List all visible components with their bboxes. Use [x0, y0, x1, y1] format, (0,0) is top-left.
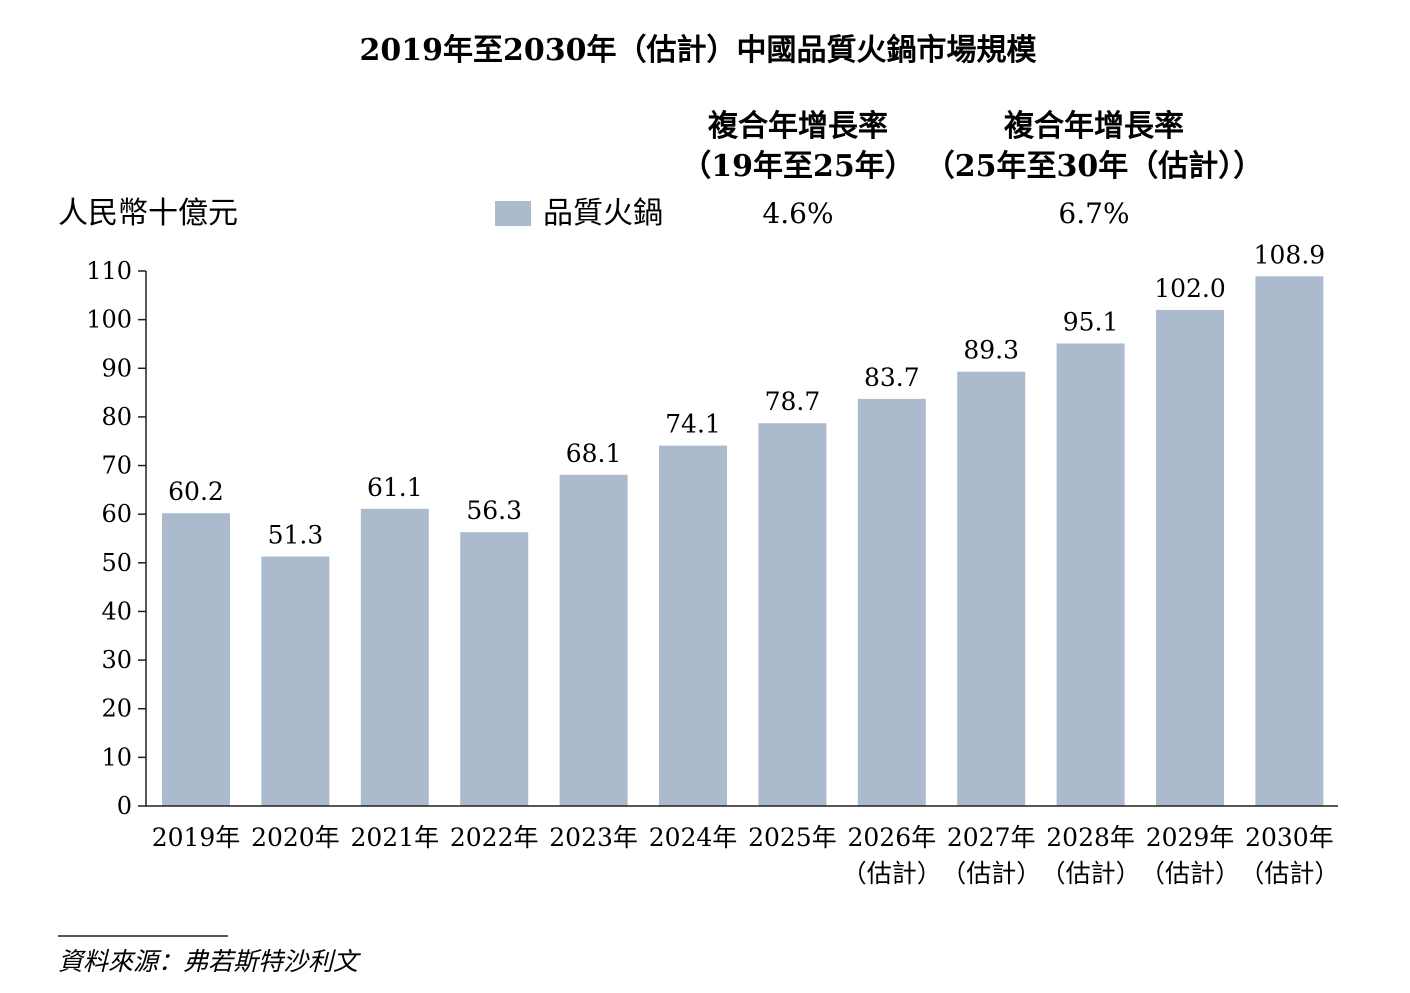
y-tick-label: 30	[101, 646, 132, 674]
x-category-estimate-note: （估計）	[842, 859, 942, 888]
bar	[1056, 343, 1125, 806]
x-category-estimate-note: （估計）	[941, 859, 1041, 888]
bar-value-label: 51.3	[268, 520, 324, 549]
legend-label: 品質火鍋	[543, 196, 663, 231]
cagr-1-heading: 複合年增長率	[708, 109, 888, 144]
bar	[261, 556, 330, 806]
bar	[957, 371, 1026, 806]
bar	[559, 474, 628, 806]
x-category-estimate-note: （估計）	[1140, 859, 1240, 888]
bars: 60.2 51.3 61.1 56.3 68.1 74.1 78.7 83.7 89.3 95.1…	[162, 240, 1326, 807]
y-tick-label: 90	[101, 354, 132, 382]
y-tick-label: 80	[101, 403, 132, 431]
bar-value-label: 89.3	[963, 336, 1019, 365]
x-category-label: 2024年	[649, 823, 738, 852]
y-tick-label: 50	[101, 549, 132, 577]
y-tick-label: 70	[101, 452, 132, 480]
source-note: 資料來源：弗若斯特沙利文	[58, 947, 361, 976]
bar-value-label: 78.7	[765, 387, 821, 416]
bar-value-label: 74.1	[665, 410, 721, 439]
x-category-label: 2029年	[1146, 823, 1235, 852]
y-tick-label: 110	[86, 257, 132, 285]
bar	[659, 445, 727, 806]
x-category-label: 2019年	[152, 823, 241, 852]
bar	[1255, 276, 1324, 807]
bar-value-label: 83.7	[864, 363, 920, 392]
cagr-2-period: （25年至30年（估計））	[925, 149, 1264, 184]
bar	[758, 423, 827, 806]
bar-value-label: 68.1	[566, 439, 622, 468]
bar-value-label: 95.1	[1063, 307, 1119, 336]
bar-value-label: 102.0	[1154, 274, 1226, 303]
bar-value-label: 60.2	[168, 477, 224, 506]
x-category-label: 2021年	[350, 823, 439, 852]
bar	[460, 532, 529, 806]
x-category-label: 2030年	[1245, 823, 1334, 852]
y-tick-label: 10	[101, 743, 132, 771]
x-category-label: 2026年	[847, 823, 936, 852]
y-tick-label: 0	[117, 792, 132, 820]
y-tick-label: 60	[101, 500, 132, 528]
chart-title: 2019年至2030年（估計）中國品質火鍋市場規模	[360, 33, 1037, 68]
bar-value-label: 56.3	[466, 496, 522, 525]
y-tick-label: 20	[101, 695, 132, 723]
bar	[857, 398, 926, 806]
bar	[1156, 309, 1224, 806]
bar-value-label: 108.9	[1254, 240, 1326, 269]
cagr-2-heading: 複合年增長率	[1004, 109, 1184, 144]
x-category-label: 2022年	[450, 823, 539, 852]
y-axis-unit-label: 人民幣十億元	[58, 196, 238, 231]
x-category-estimate-note: （估計）	[1239, 859, 1339, 888]
x-category-label: 2023年	[549, 823, 638, 852]
cagr-1-value: 4.6%	[762, 197, 833, 230]
y-tick-label: 100	[86, 306, 132, 334]
x-category-label: 2027年	[947, 823, 1036, 852]
x-category-label: 2020年	[251, 823, 340, 852]
y-tick-label: 40	[101, 597, 132, 625]
bar-value-label: 61.1	[367, 473, 423, 502]
cagr-1-period: （19年至25年）	[681, 149, 915, 184]
bar	[360, 508, 429, 806]
x-category-label: 2025年	[748, 823, 837, 852]
category-labels: 2019年 2020年 2021年 2022年 2023年 2024年 2025年 2026年…	[152, 823, 1340, 888]
legend-swatch	[495, 201, 531, 226]
bar	[162, 513, 230, 806]
x-category-label: 2028年	[1046, 823, 1135, 852]
x-category-estimate-note: （估計）	[1041, 859, 1141, 888]
y-axis-ticks: 0 10 20 30 40 50 60 70 80 90 100 110	[86, 257, 146, 820]
cagr-2-value: 6.7%	[1058, 197, 1129, 230]
